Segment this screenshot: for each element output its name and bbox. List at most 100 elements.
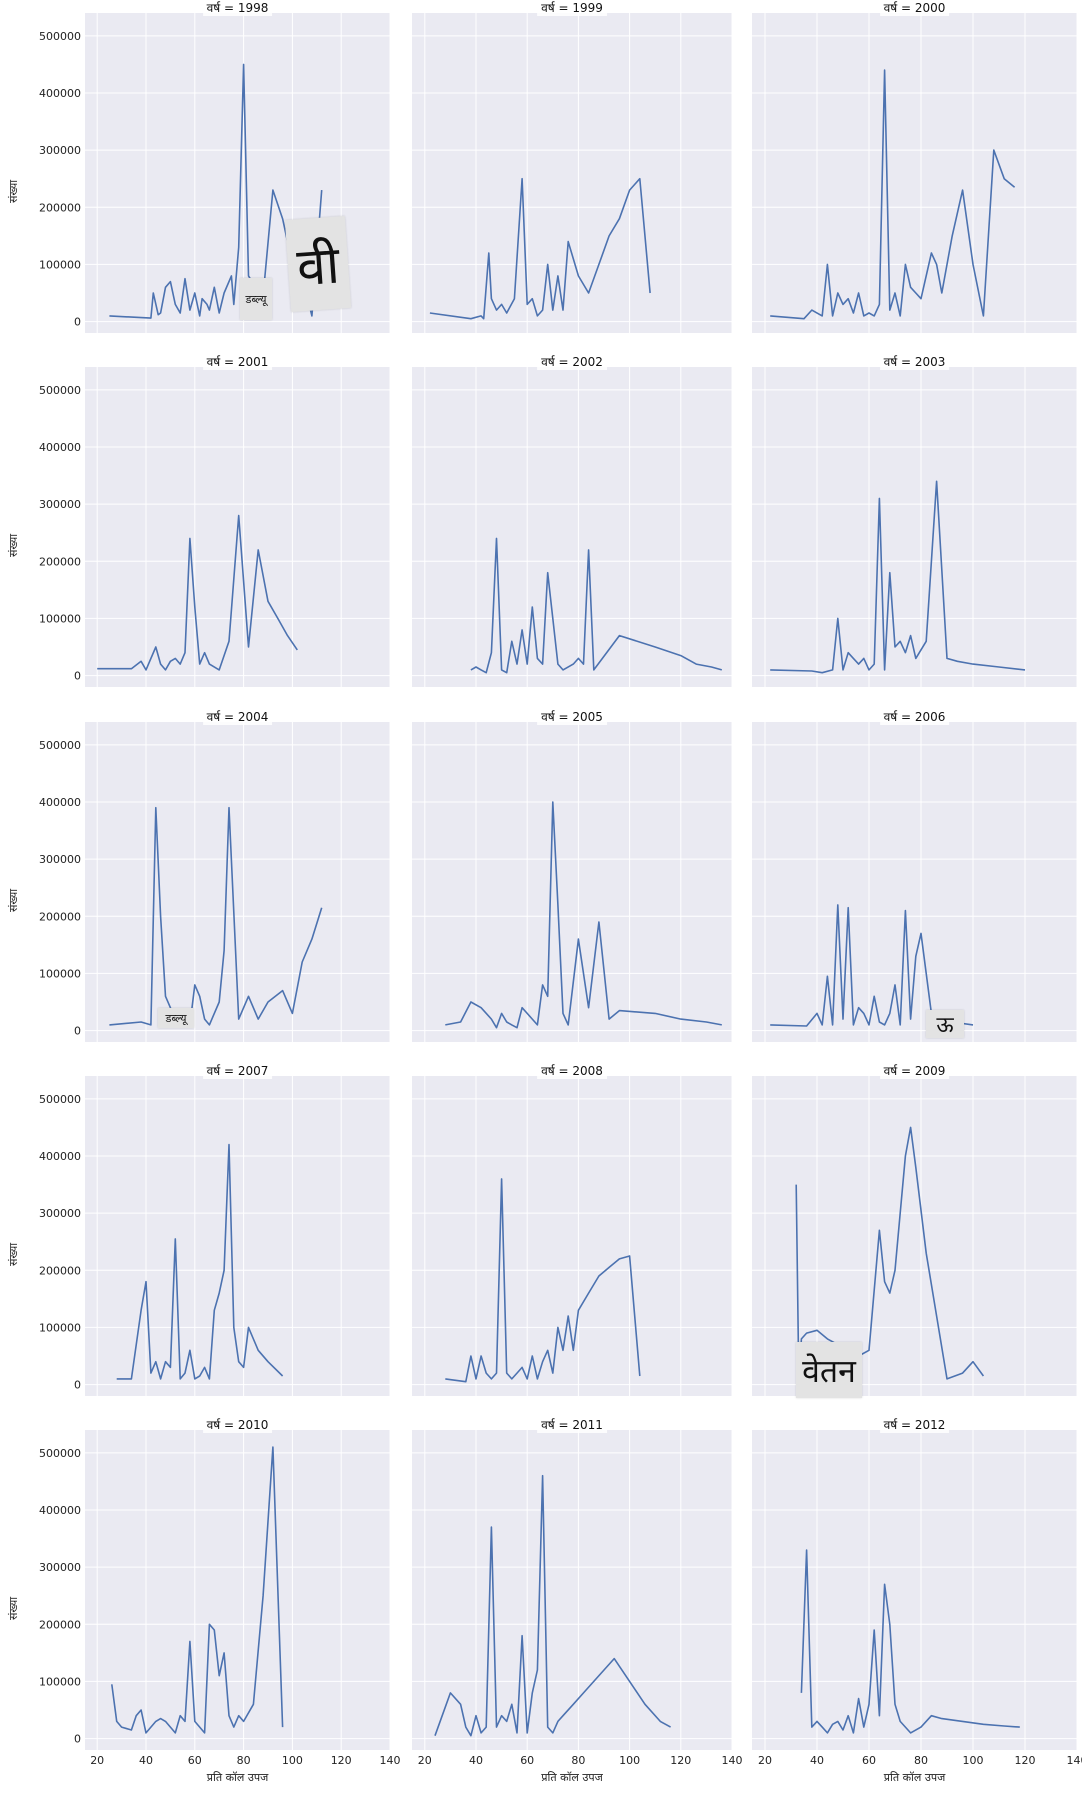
y-axis-label: संख्या bbox=[7, 179, 20, 203]
y-tick-label: 200000 bbox=[39, 201, 81, 214]
panel-background bbox=[752, 722, 1077, 1042]
y-tick-label: 200000 bbox=[39, 1618, 81, 1631]
facet-title-2002: वर्ष = 2002 bbox=[537, 353, 607, 370]
y-tick-label: 500000 bbox=[39, 30, 81, 43]
series-line-2012 bbox=[800, 1549, 1020, 1734]
series-line-2010 bbox=[111, 1446, 284, 1734]
facet-title-2001: वर्ष = 2001 bbox=[202, 353, 273, 370]
facet-panel-1999 bbox=[412, 13, 733, 333]
y-tick-label: 100000 bbox=[39, 1321, 81, 1334]
y-axis-label: संख्या bbox=[7, 1242, 20, 1266]
y-tick-label: 300000 bbox=[39, 1561, 81, 1574]
x-tick-label: 120 bbox=[331, 1754, 352, 1767]
overlay-label: डब्ल्यू bbox=[158, 1008, 194, 1028]
x-tick-label: 100 bbox=[963, 1754, 984, 1767]
y-tick-label: 500000 bbox=[39, 739, 81, 752]
facet-title-2011: वर्ष = 2011 bbox=[537, 1416, 607, 1433]
y-tick-label: 400000 bbox=[39, 441, 81, 454]
overlay-label: डब्ल्यू bbox=[240, 278, 272, 320]
y-tick-label: 100000 bbox=[39, 258, 81, 271]
x-tick-label: 120 bbox=[1015, 1754, 1036, 1767]
panel-background bbox=[752, 367, 1077, 687]
y-tick-label: 300000 bbox=[39, 1207, 81, 1220]
facet-title-1998: वर्ष = 1998 bbox=[202, 0, 273, 16]
series-line-2011 bbox=[434, 1474, 671, 1737]
y-axis-label: संख्या bbox=[7, 1596, 20, 1620]
series-line-1999 bbox=[429, 177, 651, 320]
facet-panel-2008 bbox=[412, 1076, 733, 1396]
panel-background bbox=[412, 1076, 732, 1396]
facet-title-2010: वर्ष = 2010 bbox=[202, 1416, 273, 1433]
x-tick-label: 40 bbox=[469, 1754, 483, 1767]
y-tick-label: 100000 bbox=[39, 967, 81, 980]
y-tick-label: 200000 bbox=[39, 910, 81, 923]
x-tick-label: 60 bbox=[862, 1754, 876, 1767]
panel-background bbox=[412, 1430, 732, 1750]
x-tick-label: 120 bbox=[670, 1754, 691, 1767]
panel-background bbox=[752, 13, 1077, 333]
x-tick-label: 100 bbox=[282, 1754, 303, 1767]
x-tick-label: 60 bbox=[188, 1754, 202, 1767]
facet-title-1999: वर्ष = 1999 bbox=[537, 0, 607, 16]
x-tick-label: 80 bbox=[914, 1754, 928, 1767]
panel-background bbox=[412, 13, 732, 333]
facet-title-2004: वर्ष = 2004 bbox=[202, 708, 273, 725]
facet-panel-1998: 0 100000 200000 300000 400000 500000 bbox=[39, 13, 391, 333]
facet-panel-2004: 0 100000 200000 300000 400000 500000 bbox=[39, 722, 391, 1042]
x-tick-label: 20 bbox=[758, 1754, 772, 1767]
x-tick-label: 40 bbox=[810, 1754, 824, 1767]
panel-background bbox=[752, 1430, 1077, 1750]
y-tick-label: 500000 bbox=[39, 384, 81, 397]
facet-panel-2003 bbox=[752, 367, 1078, 687]
facet-panel-2005 bbox=[412, 722, 733, 1042]
x-tick-label: 140 bbox=[380, 1754, 401, 1767]
x-tick-label: 80 bbox=[571, 1754, 585, 1767]
facet-title-2009: वर्ष = 2009 bbox=[879, 1062, 950, 1079]
y-tick-label: 0 bbox=[74, 1733, 81, 1746]
y-tick-label: 200000 bbox=[39, 1264, 81, 1277]
series-line-2002 bbox=[470, 537, 723, 674]
y-tick-label: 200000 bbox=[39, 555, 81, 568]
facet-title-2012: वर्ष = 2012 bbox=[879, 1416, 950, 1433]
x-axis-label: प्रति कॉल उपज bbox=[206, 1771, 269, 1784]
y-axis-label: संख्या bbox=[7, 888, 20, 912]
series-line-2004 bbox=[109, 806, 323, 1026]
facet-panel-2010: 0 100000 200000 300000 400000 500000 20 40 60 80 1… bbox=[39, 1430, 401, 1767]
y-tick-label: 0 bbox=[74, 316, 81, 329]
facet-title-2007: वर्ष = 2007 bbox=[202, 1062, 273, 1079]
x-tick-label: 20 bbox=[90, 1754, 104, 1767]
y-tick-label: 100000 bbox=[39, 612, 81, 625]
x-tick-label: 140 bbox=[1067, 1754, 1082, 1767]
series-line-2006 bbox=[770, 904, 974, 1027]
x-tick-label: 60 bbox=[520, 1754, 534, 1767]
series-line-2000 bbox=[770, 69, 1016, 320]
series-line-2005 bbox=[445, 801, 722, 1029]
y-tick-label: 300000 bbox=[39, 498, 81, 511]
y-tick-label: 400000 bbox=[39, 796, 81, 809]
y-tick-label: 500000 bbox=[39, 1093, 81, 1106]
x-tick-label: 40 bbox=[139, 1754, 153, 1767]
facet-panel-2007: 0 100000 200000 300000 400000 500000 bbox=[39, 1076, 391, 1396]
facet-title-2006: वर्ष = 2006 bbox=[879, 708, 950, 725]
y-tick-label: 0 bbox=[74, 670, 81, 683]
facet-title-2003: वर्ष = 2003 bbox=[879, 353, 950, 370]
x-tick-label: 100 bbox=[619, 1754, 640, 1767]
y-axis-label: संख्या bbox=[7, 533, 20, 557]
x-tick-label: 140 bbox=[722, 1754, 743, 1767]
facet-panel-2000 bbox=[752, 13, 1078, 333]
facet-panel-2006 bbox=[752, 722, 1078, 1042]
y-tick-label: 400000 bbox=[39, 1150, 81, 1163]
facet-title-2000: वर्ष = 2000 bbox=[879, 0, 950, 16]
y-tick-label: 400000 bbox=[39, 87, 81, 100]
series-line-2009 bbox=[795, 1126, 985, 1380]
x-axis-label: प्रति कॉल उपज bbox=[541, 1771, 603, 1784]
panel-background bbox=[85, 1430, 390, 1750]
x-tick-label: 20 bbox=[418, 1754, 432, 1767]
facet-title-2005: वर्ष = 2005 bbox=[537, 708, 607, 725]
facet-panel-2011: 20 40 60 80 100 120 140 bbox=[412, 1430, 743, 1767]
y-tick-label: 0 bbox=[74, 1379, 81, 1392]
y-tick-label: 0 bbox=[74, 1025, 81, 1038]
facet-title-2008: वर्ष = 2008 bbox=[537, 1062, 607, 1079]
overlay-label: वेतन bbox=[796, 1342, 862, 1398]
